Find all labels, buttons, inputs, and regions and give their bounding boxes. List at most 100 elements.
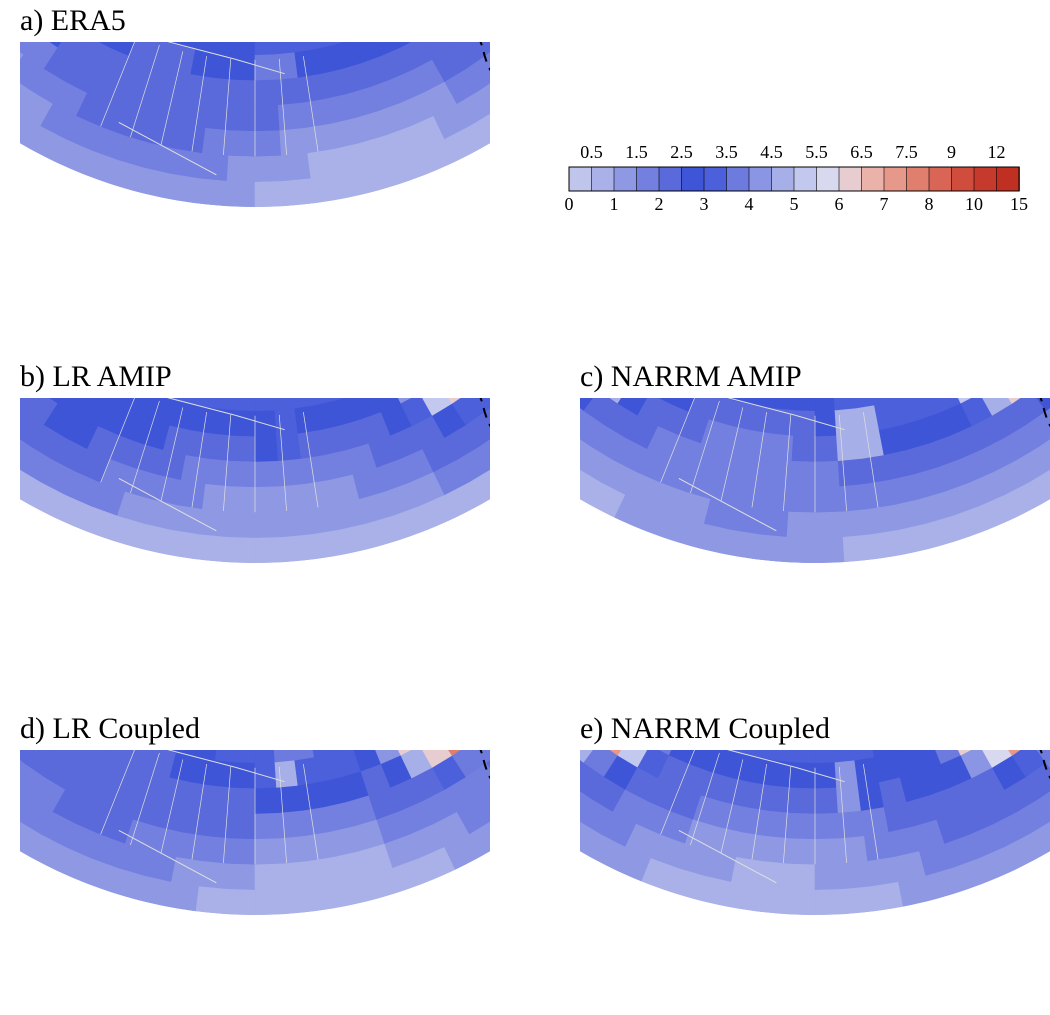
field-cell	[180, 98, 210, 129]
field-cell	[1028, 819, 1050, 857]
field-cell	[282, 885, 315, 915]
field-cell	[279, 127, 308, 156]
field-cell	[108, 42, 139, 57]
field-cell	[89, 750, 121, 756]
state-line	[783, 766, 792, 864]
boundary-lines	[100, 42, 319, 176]
field-cell	[304, 479, 334, 510]
field-cell	[214, 750, 238, 763]
field-cell	[736, 479, 766, 510]
field-cell	[229, 104, 256, 132]
state-line	[223, 414, 232, 512]
colorbar-swatch	[658, 166, 683, 192]
colorbar-bottom-label: 3	[700, 194, 709, 214]
field-cell	[371, 398, 402, 413]
field-cell	[869, 750, 895, 758]
field-cell	[870, 529, 904, 560]
field-cell	[794, 398, 816, 412]
field-cell	[870, 881, 904, 912]
colorbar-swatch	[726, 166, 750, 192]
field-cell	[726, 881, 760, 912]
state-line	[838, 766, 847, 864]
field-cell	[108, 750, 139, 765]
field-cell	[479, 782, 490, 820]
field-cell	[202, 127, 231, 156]
field-cell	[814, 812, 841, 840]
state-line	[303, 56, 319, 152]
field-cell	[310, 173, 344, 204]
border-line	[794, 414, 845, 431]
field-cell	[864, 831, 894, 862]
border-line	[677, 750, 795, 768]
field-cell	[198, 860, 229, 890]
boundary-lines	[100, 750, 319, 884]
field-cell	[598, 398, 633, 404]
field-cell	[276, 785, 302, 814]
field-cell	[229, 460, 256, 488]
field-cell	[758, 508, 789, 538]
field-cell	[291, 750, 315, 761]
state-line	[160, 407, 184, 502]
field-cell	[479, 74, 490, 112]
field-cell	[291, 42, 315, 53]
field-cell	[307, 148, 339, 179]
panel-title: a) ERA5	[20, 4, 126, 37]
field-cell	[912, 398, 942, 420]
state-line	[130, 400, 160, 494]
field-cell	[254, 536, 285, 563]
field-cell	[205, 458, 233, 487]
field-cell	[893, 398, 922, 426]
field-cell	[89, 42, 121, 48]
state-line	[690, 752, 720, 846]
map-field	[580, 750, 1050, 915]
boundary-lines	[660, 750, 879, 884]
field-cell	[371, 42, 402, 57]
field-cell	[814, 409, 837, 437]
border-line	[118, 122, 217, 176]
field-cell	[786, 863, 816, 890]
field-cell	[786, 511, 816, 538]
colorbar-bottom-labels: 0 1 2 3 4 5 6 7 8 10 15	[565, 194, 1029, 214]
field-cell	[185, 781, 213, 811]
field-cell	[842, 533, 875, 563]
field-cell	[176, 831, 206, 862]
field-cell	[272, 398, 296, 411]
field-cell	[839, 483, 868, 512]
colorbar-bottom-label: 10	[965, 194, 983, 214]
field-cell	[304, 831, 334, 862]
field-cell	[867, 504, 899, 535]
panel-title: b) LR AMIP	[20, 360, 172, 393]
field-cell	[758, 860, 789, 890]
state-line	[838, 414, 847, 512]
field-cell	[839, 835, 868, 864]
colorbar-top-label: 0.5	[580, 142, 603, 162]
field-cell	[205, 102, 233, 131]
field-cell	[837, 810, 865, 839]
state-line	[303, 764, 319, 860]
colorbar-swatch	[973, 166, 998, 192]
border-line	[234, 766, 285, 783]
colorbar-svg: 0.5 1.5 2.5 3.5 4.5 5.5 6.5 7.5 9 12 0 1…	[565, 142, 1029, 214]
colorbar-swatch	[861, 166, 885, 192]
field-cell	[768, 433, 794, 462]
colorbar-frame	[568, 166, 1020, 192]
colorbar-top-label: 2.5	[670, 142, 693, 162]
field-cell	[867, 856, 899, 887]
border-line	[234, 58, 285, 75]
field-cell	[352, 750, 382, 772]
field-cell	[254, 435, 279, 462]
colorbar-top-labels: 0.5 1.5 2.5 3.5 4.5 5.5 6.5 7.5 9 12	[580, 142, 1005, 162]
colorbar-swatch	[928, 166, 953, 192]
field-cell	[765, 810, 793, 839]
field-cell	[225, 888, 256, 915]
field-cell	[468, 111, 490, 149]
state-line	[303, 412, 319, 508]
field-cell	[185, 429, 213, 459]
field-cell	[1011, 398, 1047, 426]
field-cell	[254, 750, 276, 764]
field-cell	[333, 42, 362, 70]
state-line	[278, 58, 287, 156]
state-line	[191, 56, 207, 152]
field-cell	[208, 785, 234, 814]
field-cell	[202, 483, 231, 512]
